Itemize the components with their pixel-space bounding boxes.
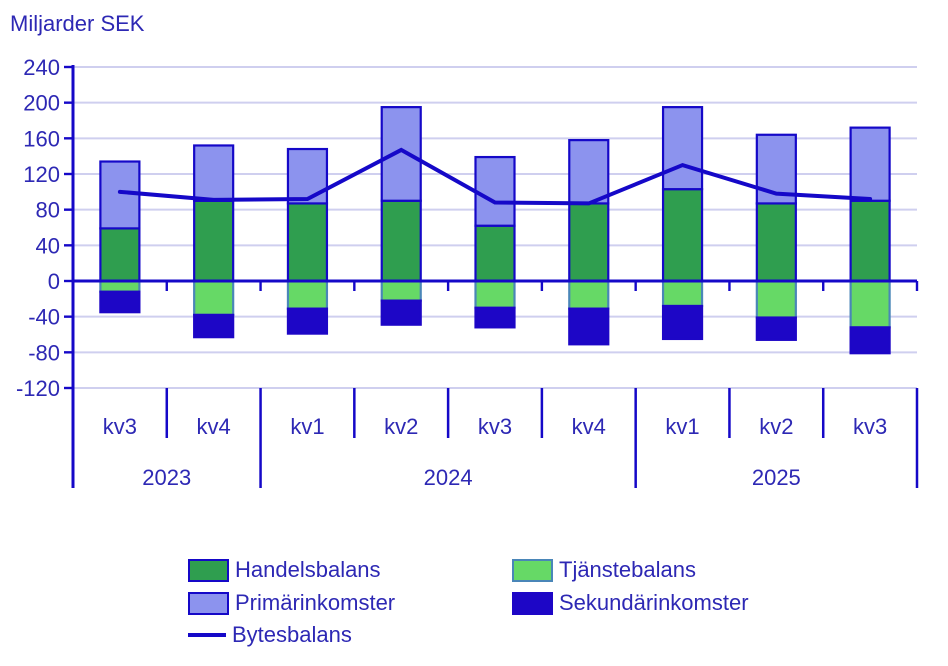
bar-segment-sekundärinkomster — [99, 290, 141, 314]
legend-label: Sekundärinkomster — [559, 590, 749, 615]
quarter-label: kv1 — [665, 414, 699, 439]
year-label: 2024 — [424, 465, 473, 490]
bar-segment-tjänstebalans — [755, 279, 797, 319]
bar-segment-primärinkomster — [661, 106, 704, 191]
y-tick-label: 80 — [36, 198, 60, 223]
bar-segment-sekundärinkomster — [286, 307, 329, 335]
quarter-label: kv2 — [759, 414, 793, 439]
bar-segment-sekundärinkomster — [849, 326, 891, 355]
bar-segment-tjänstebalans — [286, 279, 329, 310]
quarter-label: kv1 — [290, 414, 324, 439]
bar-segment-tjänstebalans — [661, 279, 704, 308]
y-tick-label: -80 — [28, 340, 60, 365]
bar-segment-primärinkomster — [380, 106, 422, 202]
bar-segment-sekundärinkomster — [755, 316, 797, 341]
y-tick-label: 0 — [48, 269, 60, 294]
legend-swatch-handelsbalans-icon — [188, 558, 229, 582]
legend-line-bytesbalans-icon — [188, 633, 226, 637]
legend-item-tjanstebalans: Tjänstebalans — [512, 557, 696, 583]
y-tick-label: 40 — [36, 233, 60, 258]
legend-item-primarinkomster: Primärinkomster — [188, 590, 395, 616]
year-label: 2023 — [142, 465, 191, 490]
quarter-label: kv2 — [384, 414, 418, 439]
legend-item-sekundarinkomster: Sekundärinkomster — [512, 590, 749, 616]
bar-segment-handelsbalans — [474, 224, 516, 283]
bar-segment-sekundärinkomster — [380, 299, 422, 326]
bar-segment-tjänstebalans — [568, 279, 610, 310]
bar-segment-tjänstebalans — [474, 279, 516, 309]
bar-segment-tjänstebalans — [99, 279, 141, 293]
quarter-label: kv3 — [478, 414, 512, 439]
legend-label: Bytesbalans — [232, 622, 352, 647]
bar-segment-sekundärinkomster — [661, 304, 704, 341]
legend-item-handelsbalans: Handelsbalans — [188, 557, 381, 583]
bar-segment-handelsbalans — [661, 188, 704, 283]
legend-item-bytesbalans: Bytesbalans — [188, 622, 352, 648]
legend-label: Handelsbalans — [235, 557, 381, 582]
bar-segment-handelsbalans — [193, 199, 235, 283]
y-tick-label: 200 — [23, 91, 60, 116]
bar-segment-sekundärinkomster — [568, 307, 610, 346]
bar-segment-handelsbalans — [568, 202, 610, 283]
balance-of-payments-chart: 240 200 160 120 80 40 0 -40 -80 -120 kv3 kv4 kv1 kv2 k… — [16, 55, 919, 490]
bar-segment-primärinkomster — [568, 139, 610, 205]
y-tick-label: -40 — [28, 305, 60, 330]
quarter-label: kv4 — [197, 414, 231, 439]
bytesbalans-line — [117, 147, 873, 206]
chart-title: Miljarder SEK — [10, 11, 145, 36]
legend-label: Tjänstebalans — [559, 557, 696, 582]
bar-segment-tjänstebalans — [849, 279, 891, 329]
bar-segment-primärinkomster — [474, 155, 516, 227]
bar-segment-handelsbalans — [849, 199, 891, 283]
bar-segment-primärinkomster — [99, 160, 141, 230]
quarter-label: kv3 — [853, 414, 887, 439]
quarter-label: kv4 — [572, 414, 606, 439]
year-label: 2025 — [752, 465, 801, 490]
legend-label: Primärinkomster — [235, 590, 396, 615]
legend-swatch-primarinkomster-icon — [188, 591, 229, 615]
bar-segment-primärinkomster — [193, 144, 235, 202]
y-tick-label: 240 — [23, 55, 60, 80]
bar-segment-sekundärinkomster — [193, 313, 235, 339]
y-tick-label: -120 — [16, 376, 60, 401]
bar-segment-handelsbalans — [380, 199, 422, 283]
legend-swatch-tjanstebalans-icon — [512, 558, 553, 582]
bar-segment-tjänstebalans — [380, 279, 422, 302]
quarter-label: kv3 — [103, 414, 137, 439]
bar-segment-handelsbalans — [286, 202, 329, 283]
bar-segment-handelsbalans — [99, 227, 141, 283]
legend-swatch-sekundarinkomster-icon — [512, 591, 553, 615]
bar-segment-primärinkomster — [286, 147, 329, 205]
bar-segment-primärinkomster — [849, 126, 891, 202]
y-tick-label: 160 — [23, 126, 60, 151]
bar-segment-tjänstebalans — [193, 279, 235, 316]
bar-segment-sekundärinkomster — [474, 306, 516, 329]
y-tick-label: 120 — [23, 162, 60, 187]
bar-segment-handelsbalans — [755, 202, 797, 283]
